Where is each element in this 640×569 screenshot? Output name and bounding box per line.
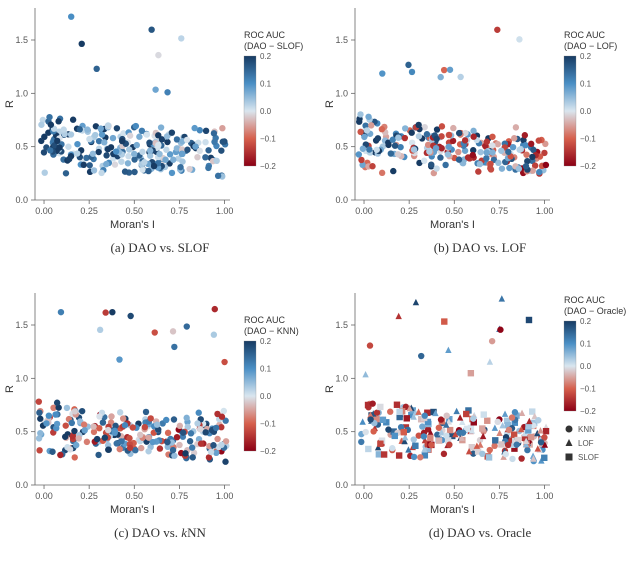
svg-text:Moran's I: Moran's I bbox=[430, 504, 475, 516]
panel-a: 0.00 0.25 0.50 0.75 1.00 0.0 0.5 1.0 1.5 Moran's … bbox=[0, 0, 320, 260]
panel-b: 0.00 0.25 0.50 0.75 1.00 0.0 0.5 1.0 1.5 Moran's … bbox=[320, 0, 640, 260]
svg-text:0.25: 0.25 bbox=[400, 491, 418, 501]
svg-text:0.1: 0.1 bbox=[260, 80, 272, 89]
caption-b: (b) DAO vs. LOF bbox=[320, 240, 640, 256]
svg-text:0.00: 0.00 bbox=[35, 206, 53, 216]
svg-text:0.5: 0.5 bbox=[335, 427, 348, 437]
svg-text:Moran's I: Moran's I bbox=[110, 219, 155, 231]
svg-text:0.5: 0.5 bbox=[335, 142, 348, 152]
svg-text:0.2: 0.2 bbox=[580, 52, 592, 61]
svg-text:1.0: 1.0 bbox=[335, 373, 348, 383]
svg-text:0.50: 0.50 bbox=[126, 491, 144, 501]
svg-text:0.0: 0.0 bbox=[335, 195, 348, 205]
svg-text:0.50: 0.50 bbox=[126, 206, 144, 216]
svg-text:1.5: 1.5 bbox=[335, 35, 348, 45]
svg-text:−0.2: −0.2 bbox=[260, 162, 276, 171]
svg-text:−0.1: −0.1 bbox=[260, 135, 276, 144]
svg-text:0.25: 0.25 bbox=[400, 206, 418, 216]
svg-text:1.00: 1.00 bbox=[216, 491, 234, 501]
svg-text:−0.1: −0.1 bbox=[580, 385, 596, 394]
svg-text:(DAO − SLOF): (DAO − SLOF) bbox=[244, 41, 303, 51]
svg-text:ROC AUC: ROC AUC bbox=[244, 315, 286, 325]
points-a bbox=[38, 13, 228, 179]
svg-text:0.75: 0.75 bbox=[491, 491, 509, 501]
svg-text:LOF: LOF bbox=[578, 439, 594, 448]
svg-text:0.00: 0.00 bbox=[355, 206, 373, 216]
svg-text:1.00: 1.00 bbox=[216, 206, 234, 216]
svg-text:R: R bbox=[4, 385, 16, 393]
svg-text:0.5: 0.5 bbox=[15, 142, 28, 152]
caption-d: (d) DAO vs. Oracle bbox=[320, 525, 640, 541]
svg-text:−0.2: −0.2 bbox=[580, 407, 596, 416]
legend-d: ROC AUC(DAO − Oracle)0.2 0.1 0.0 −0.1 −0.2 KN… bbox=[564, 295, 626, 462]
svg-text:ROC AUC: ROC AUC bbox=[244, 30, 286, 40]
svg-text:(DAO − KNN): (DAO − KNN) bbox=[244, 326, 299, 336]
svg-text:0.1: 0.1 bbox=[580, 340, 592, 349]
svg-text:1.0: 1.0 bbox=[15, 88, 28, 98]
svg-text:SLOF: SLOF bbox=[578, 453, 599, 462]
caption-c: (c) DAO vs. kNN bbox=[0, 525, 320, 541]
points-d bbox=[358, 295, 549, 464]
svg-text:0.75: 0.75 bbox=[171, 206, 189, 216]
svg-text:−0.1: −0.1 bbox=[580, 135, 596, 144]
svg-text:0.0: 0.0 bbox=[15, 480, 28, 490]
svg-text:R: R bbox=[4, 100, 16, 108]
svg-text:−0.1: −0.1 bbox=[260, 420, 276, 429]
svg-text:1.0: 1.0 bbox=[335, 88, 348, 98]
legend-b: ROC AUC(DAO − LOF)0.2 0.1 0.0 −0.1 −0.2 bbox=[564, 30, 617, 171]
svg-text:0.50: 0.50 bbox=[446, 206, 464, 216]
svg-text:0.0: 0.0 bbox=[580, 107, 592, 116]
svg-text:Moran's I: Moran's I bbox=[110, 504, 155, 516]
svg-text:0.1: 0.1 bbox=[580, 80, 592, 89]
svg-text:−0.2: −0.2 bbox=[260, 447, 276, 456]
svg-text:KNN: KNN bbox=[578, 425, 595, 434]
svg-text:0.5: 0.5 bbox=[15, 427, 28, 437]
svg-text:0.75: 0.75 bbox=[491, 206, 509, 216]
svg-text:1.00: 1.00 bbox=[536, 491, 554, 501]
points-b bbox=[356, 27, 550, 177]
svg-text:0.2: 0.2 bbox=[260, 337, 272, 346]
svg-text:−0.2: −0.2 bbox=[580, 162, 596, 171]
svg-text:0.1: 0.1 bbox=[260, 365, 272, 374]
svg-text:0.00: 0.00 bbox=[35, 491, 53, 501]
svg-text:0.2: 0.2 bbox=[260, 52, 272, 61]
svg-text:0.0: 0.0 bbox=[335, 480, 348, 490]
svg-text:(DAO − Oracle): (DAO − Oracle) bbox=[564, 306, 626, 316]
legend-c: ROC AUC(DAO − KNN)0.2 0.1 0.0 −0.1 −0.2 bbox=[244, 315, 299, 456]
svg-text:R: R bbox=[324, 100, 336, 108]
scatter-d: 0.00 0.25 0.50 0.75 1.00 0.0 0.5 1.0 1.5 Moran's … bbox=[320, 285, 640, 523]
panel-d: 0.00 0.25 0.50 0.75 1.00 0.0 0.5 1.0 1.5 Moran's … bbox=[320, 285, 640, 545]
svg-text:(DAO − LOF): (DAO − LOF) bbox=[564, 41, 617, 51]
svg-text:0.2: 0.2 bbox=[580, 317, 592, 326]
svg-text:Moran's I: Moran's I bbox=[430, 219, 475, 231]
svg-text:1.5: 1.5 bbox=[335, 320, 348, 330]
svg-text:R: R bbox=[324, 385, 336, 393]
svg-text:ROC AUC: ROC AUC bbox=[564, 295, 606, 305]
legend-a: ROC AUC(DAO − SLOF)0.2 0.1 0.0 −0.1 −0.2 bbox=[244, 30, 303, 171]
svg-text:1.5: 1.5 bbox=[15, 35, 28, 45]
svg-text:ROC AUC: ROC AUC bbox=[564, 30, 606, 40]
scatter-a: 0.00 0.25 0.50 0.75 1.00 0.0 0.5 1.0 1.5 Moran's … bbox=[0, 0, 320, 238]
scatter-c: 0.00 0.25 0.50 0.75 1.00 0.0 0.5 1.0 1.5 Moran's … bbox=[0, 285, 320, 523]
scatter-b: 0.00 0.25 0.50 0.75 1.00 0.0 0.5 1.0 1.5 Moran's … bbox=[320, 0, 640, 238]
points-c bbox=[36, 306, 230, 465]
svg-text:1.0: 1.0 bbox=[15, 373, 28, 383]
panel-c: 0.00 0.25 0.50 0.75 1.00 0.0 0.5 1.0 1.5 Moran's … bbox=[0, 285, 320, 545]
svg-text:0.75: 0.75 bbox=[171, 491, 189, 501]
svg-text:1.5: 1.5 bbox=[15, 320, 28, 330]
svg-text:0.25: 0.25 bbox=[80, 206, 98, 216]
svg-text:0.0: 0.0 bbox=[15, 195, 28, 205]
svg-text:0.00: 0.00 bbox=[355, 491, 373, 501]
caption-a: (a) DAO vs. SLOF bbox=[0, 240, 320, 256]
svg-text:0.0: 0.0 bbox=[580, 362, 592, 371]
svg-text:0.0: 0.0 bbox=[260, 107, 272, 116]
svg-text:0.0: 0.0 bbox=[260, 392, 272, 401]
svg-text:1.00: 1.00 bbox=[536, 206, 554, 216]
svg-text:0.50: 0.50 bbox=[446, 491, 464, 501]
svg-text:0.25: 0.25 bbox=[80, 491, 98, 501]
